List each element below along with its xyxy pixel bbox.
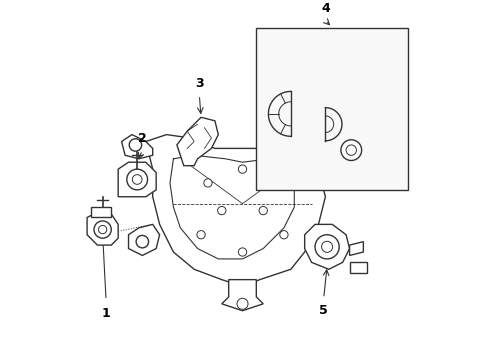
Text: 4: 4 xyxy=(320,2,329,15)
Polygon shape xyxy=(87,211,118,245)
Polygon shape xyxy=(118,162,156,197)
Text: 3: 3 xyxy=(195,77,203,90)
Text: 1: 1 xyxy=(102,307,110,320)
Polygon shape xyxy=(221,280,263,311)
Circle shape xyxy=(258,206,267,215)
Text: 2: 2 xyxy=(137,132,147,145)
Circle shape xyxy=(315,235,338,259)
Circle shape xyxy=(272,179,281,187)
Circle shape xyxy=(132,175,142,184)
Polygon shape xyxy=(177,117,218,166)
Circle shape xyxy=(98,225,106,234)
Circle shape xyxy=(217,206,226,215)
Circle shape xyxy=(237,298,247,309)
Circle shape xyxy=(203,179,212,187)
Circle shape xyxy=(126,169,147,190)
Polygon shape xyxy=(311,138,342,162)
Circle shape xyxy=(322,235,334,248)
Circle shape xyxy=(197,231,205,239)
Bar xyxy=(256,27,408,190)
Circle shape xyxy=(238,248,246,256)
Circle shape xyxy=(322,142,334,155)
Circle shape xyxy=(94,221,111,238)
Text: 5: 5 xyxy=(318,305,327,317)
Circle shape xyxy=(340,140,361,161)
Circle shape xyxy=(346,145,356,155)
Circle shape xyxy=(129,139,141,151)
Polygon shape xyxy=(128,225,159,256)
Circle shape xyxy=(136,235,148,248)
Polygon shape xyxy=(304,225,349,269)
Circle shape xyxy=(321,241,332,252)
Circle shape xyxy=(238,165,246,173)
Polygon shape xyxy=(349,242,363,256)
Polygon shape xyxy=(121,135,152,159)
Polygon shape xyxy=(349,262,366,273)
Polygon shape xyxy=(311,225,342,256)
Polygon shape xyxy=(91,207,111,217)
Circle shape xyxy=(279,231,287,239)
